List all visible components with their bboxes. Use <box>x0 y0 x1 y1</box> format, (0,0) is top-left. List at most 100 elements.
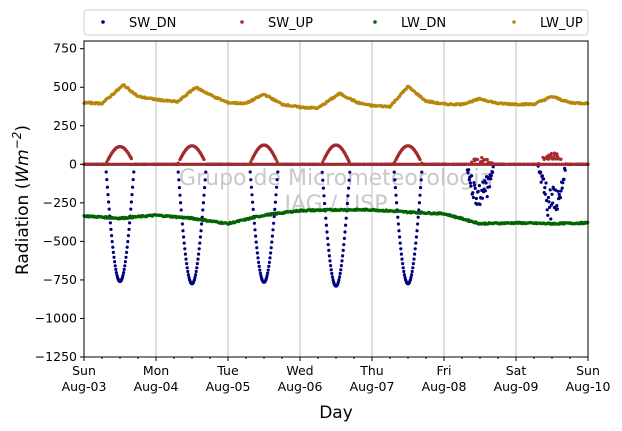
point-SW_UP <box>503 162 507 166</box>
point-SW_UP <box>201 162 205 166</box>
point-SW_UP <box>428 162 432 166</box>
point-SW_UP <box>367 162 371 166</box>
point-SW_DN <box>399 247 403 251</box>
point-SW_DN <box>111 245 115 249</box>
point-SW_UP <box>361 162 365 166</box>
point-SW_UP <box>330 162 334 166</box>
point-SW_UP <box>263 162 267 166</box>
point-SW_DN <box>550 192 554 196</box>
point-SW_UP <box>347 160 351 164</box>
point-SW_DN <box>401 266 405 270</box>
point-SW_DN <box>474 196 478 201</box>
point-SW_DN <box>107 200 111 204</box>
point-SW_UP <box>579 162 583 166</box>
point-SW_UP <box>162 162 166 166</box>
point-SW_DN <box>478 202 482 206</box>
point-SW_DN <box>125 250 129 254</box>
point-SW_UP <box>298 162 302 166</box>
point-SW_UP <box>518 162 522 166</box>
grid-lines <box>155 41 517 357</box>
point-SW_DN <box>183 252 187 256</box>
point-SW_UP <box>259 162 263 166</box>
point-SW_DN <box>540 174 545 178</box>
point-SW_DN <box>273 200 277 204</box>
point-SW_DN <box>182 235 186 239</box>
x-tick-date: Aug-10 <box>566 379 611 394</box>
point-SW_DN <box>339 264 343 268</box>
point-SW_UP <box>389 162 393 166</box>
point-SW_DN <box>271 228 275 232</box>
point-SW_DN <box>272 214 276 219</box>
point-SW_UP <box>291 162 296 166</box>
point-SW_UP <box>559 157 563 161</box>
point-SW_UP <box>104 162 108 166</box>
point-SW_DN <box>266 268 270 272</box>
point-SW_UP <box>393 162 397 166</box>
point-SW_DN <box>248 170 252 174</box>
point-SW_UP <box>404 162 408 166</box>
x-tick-weekday: Tue <box>216 363 239 378</box>
x-tick-date: Aug-07 <box>350 379 395 394</box>
point-SW_DN <box>548 188 552 192</box>
point-SW_DN <box>181 229 185 233</box>
point-SW_DN <box>253 228 257 232</box>
point-SW_UP <box>583 162 587 166</box>
point-SW_UP <box>321 160 325 164</box>
point-SW_DN <box>195 266 199 270</box>
point-SW_UP <box>285 162 289 166</box>
point-SW_UP <box>485 157 489 162</box>
legend-label-SW_DN: SW_DN <box>129 16 176 31</box>
point-SW_UP <box>350 162 354 166</box>
point-SW_DN <box>330 271 334 276</box>
point-SW_DN <box>339 268 343 272</box>
point-SW_DN <box>399 252 403 256</box>
point-SW_UP <box>486 162 490 166</box>
point-SW_DN <box>255 251 259 255</box>
point-SW_UP <box>276 162 280 166</box>
point-SW_DN <box>549 217 553 221</box>
point-SW_DN <box>393 186 397 190</box>
point-SW_DN <box>195 262 199 266</box>
point-SW_DN <box>256 256 260 260</box>
point-SW_UP <box>91 162 95 166</box>
point-SW_UP <box>557 162 561 166</box>
point-SW_UP <box>458 162 462 166</box>
point-SW_UP <box>287 162 291 166</box>
point-SW_UP <box>313 162 317 166</box>
point-SW_UP <box>482 162 486 166</box>
point-SW_UP <box>339 162 343 166</box>
point-SW_UP <box>525 162 529 166</box>
point-SW_DN <box>176 170 180 174</box>
point-SW_DN <box>177 178 181 182</box>
point-SW_DN <box>124 255 128 259</box>
legend: SW_DN SW_UP LW_DN LW_UP <box>83 9 589 36</box>
point-SW_DN <box>346 194 350 198</box>
point-SW_UP <box>114 162 118 166</box>
point-SW_UP <box>93 162 97 166</box>
point-SW_DN <box>467 168 471 172</box>
point-SW_DN <box>249 178 253 182</box>
x-tick-date: Aug-05 <box>206 379 251 394</box>
point-SW_DN <box>251 200 255 204</box>
point-SW_UP <box>248 162 252 166</box>
point-SW_DN <box>413 247 417 251</box>
point-SW_DN <box>122 267 126 271</box>
point-SW_UP <box>302 162 306 166</box>
point-SW_DN <box>123 264 127 268</box>
point-SW_UP <box>108 162 112 166</box>
point-SW_UP <box>220 162 224 166</box>
point-SW_UP <box>190 162 194 166</box>
point-SW_DN <box>111 250 115 254</box>
point-SW_UP <box>371 162 375 166</box>
point-SW_UP <box>307 162 311 166</box>
point-SW_UP <box>356 162 360 166</box>
point-SW_UP <box>479 162 483 166</box>
point-SW_DN <box>558 196 563 200</box>
legend-marker-LW_DN <box>373 20 377 24</box>
point-SW_DN <box>342 243 346 247</box>
point-SW_UP <box>205 162 209 166</box>
point-SW_DN <box>127 227 131 231</box>
x-tick-weekday: Thu <box>359 363 383 378</box>
point-SW_DN <box>110 234 114 238</box>
point-SW_UP <box>540 162 544 166</box>
